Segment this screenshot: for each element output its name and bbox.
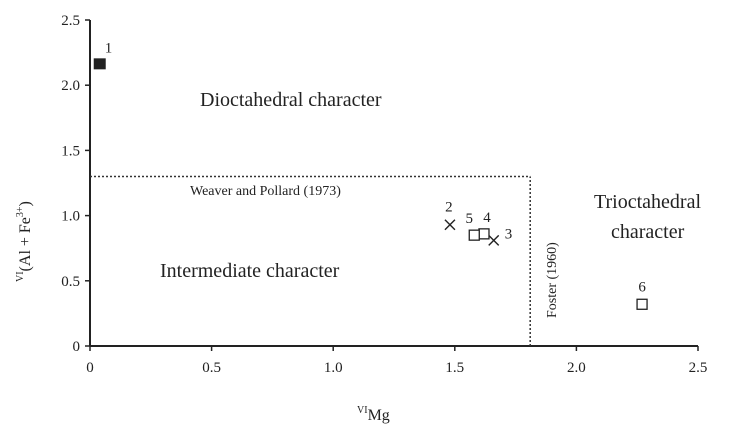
y-axis-title-end: ) (17, 201, 34, 206)
y-axis-title-sup: VI (15, 271, 26, 282)
point-label: 4 (483, 210, 491, 226)
point-label: 2 (445, 200, 453, 216)
data-point-3: 3 (488, 226, 513, 246)
x-axis-title: VIMg (357, 405, 390, 424)
y-ticks: 0 0.5 1.0 1.5 2.0 2.5 (61, 13, 90, 355)
data-point-4: 4 (478, 210, 491, 240)
data-point-1: 1 (93, 40, 113, 70)
data-points: 1 2 345 6 (93, 40, 648, 310)
x-tick-label: 1.5 (445, 360, 464, 376)
point-marker (444, 219, 456, 231)
weaver-pollard-label: Weaver and Pollard (1973) (190, 184, 341, 199)
y-axis-title: VI(Al + Fe3+) (15, 201, 34, 282)
point-marker (488, 234, 500, 246)
point-marker (468, 229, 480, 241)
region-dioctahedral: Dioctahedral character (200, 89, 382, 111)
y-tick-label: 2.5 (61, 13, 80, 29)
y-tick-label: 0 (73, 339, 81, 355)
data-point-2: 2 (444, 200, 456, 231)
x-tick-label: 0 (86, 360, 94, 376)
point-label: 5 (466, 211, 474, 227)
region-intermediate: Intermediate character (160, 260, 340, 282)
point-label: 1 (105, 40, 113, 56)
x-tick-label: 2.5 (689, 360, 708, 376)
data-point-5: 5 (466, 211, 480, 241)
point-marker (93, 58, 106, 70)
x-tick-label: 0.5 (202, 360, 221, 376)
y-tick-label: 2.0 (61, 78, 80, 94)
point-marker (478, 228, 490, 240)
region-trioctahedral-line2: character (611, 221, 685, 243)
point-label: 3 (505, 226, 513, 242)
x-tick-label: 2.0 (567, 360, 586, 376)
data-point-6: 6 (636, 279, 648, 310)
y-tick-label: 0.5 (61, 274, 80, 290)
y-tick-label: 1.0 (61, 209, 80, 225)
foster-label: Foster (1960) (545, 242, 560, 318)
x-ticks: 0 0.5 1.0 1.5 2.0 2.5 (86, 346, 707, 376)
region-trioctahedral-line1: Trioctahedral (594, 191, 701, 213)
point-label: 6 (638, 279, 646, 295)
x-axis-title-sup: VI (357, 405, 368, 416)
y-axis-title-sup2: 3+ (15, 206, 26, 217)
y-axis-title-main: (Al + Fe (17, 217, 34, 271)
x-tick-label: 1.0 (324, 360, 343, 376)
point-marker (636, 298, 648, 310)
x-axis-title-main: Mg (368, 407, 390, 424)
axes (89, 20, 698, 347)
y-tick-label: 1.5 (61, 143, 80, 159)
